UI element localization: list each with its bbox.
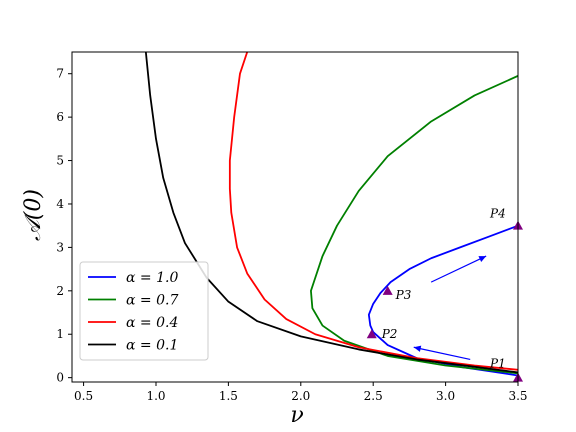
legend-label-2: α = 0.4 bbox=[126, 315, 178, 331]
y-tick-label: 5 bbox=[56, 154, 64, 168]
y-tick-label: 6 bbox=[56, 110, 64, 124]
point-label-p2: P2 bbox=[381, 327, 398, 341]
x-tick-label: 0.5 bbox=[74, 389, 93, 403]
legend: α = 1.0 α = 0.7 α = 0.4 α = 0.1 bbox=[79, 261, 209, 361]
direction-arrow-line-0 bbox=[430, 255, 487, 283]
point-label-p4: P4 bbox=[489, 207, 506, 221]
legend-label-0: α = 1.0 bbox=[126, 270, 178, 286]
legend-label-1: α = 0.7 bbox=[126, 293, 178, 309]
axes-layer: 0.5 1.0 1.5 2.0 2.5 3.0 3.5 0 1 2 3 4 5 6 7 bbox=[56, 51, 528, 403]
legend-label-3: α = 0.1 bbox=[126, 338, 178, 354]
y-axis-label: 𝒜(0) bbox=[21, 189, 46, 241]
y-tick-label: 7 bbox=[56, 67, 64, 81]
x-tick-label: 3.5 bbox=[508, 389, 527, 403]
annotation-layer: P1 P2 P3 P4 bbox=[366, 207, 523, 382]
y-tick-label: 1 bbox=[56, 327, 64, 341]
series-line-2 bbox=[228, 52, 518, 371]
direction-arrow-head-0 bbox=[478, 256, 487, 262]
x-tick-label: 2.0 bbox=[291, 389, 310, 403]
legend-box bbox=[79, 261, 209, 361]
point-marker-p2 bbox=[366, 329, 377, 339]
y-tick-label: 0 bbox=[56, 371, 64, 385]
x-tick-label: 3.0 bbox=[436, 389, 455, 403]
axes-frame bbox=[71, 51, 519, 383]
x-tick-label: 1.0 bbox=[146, 389, 165, 403]
y-tick-label: 4 bbox=[56, 197, 64, 211]
x-tick-label: 2.5 bbox=[364, 389, 383, 403]
point-label-p1: P1 bbox=[489, 357, 506, 371]
series-layer bbox=[144, 52, 518, 377]
point-label-p3: P3 bbox=[395, 288, 412, 302]
series-line-3 bbox=[144, 52, 518, 374]
y-tick-label: 2 bbox=[56, 284, 64, 298]
x-axis-label: ν bbox=[290, 403, 303, 428]
direction-arrow-line-1 bbox=[413, 346, 471, 361]
x-tick-label: 1.5 bbox=[219, 389, 238, 403]
y-tick-label: 3 bbox=[56, 240, 64, 254]
point-marker-p3 bbox=[382, 285, 393, 295]
direction-arrow-head-1 bbox=[413, 345, 422, 352]
